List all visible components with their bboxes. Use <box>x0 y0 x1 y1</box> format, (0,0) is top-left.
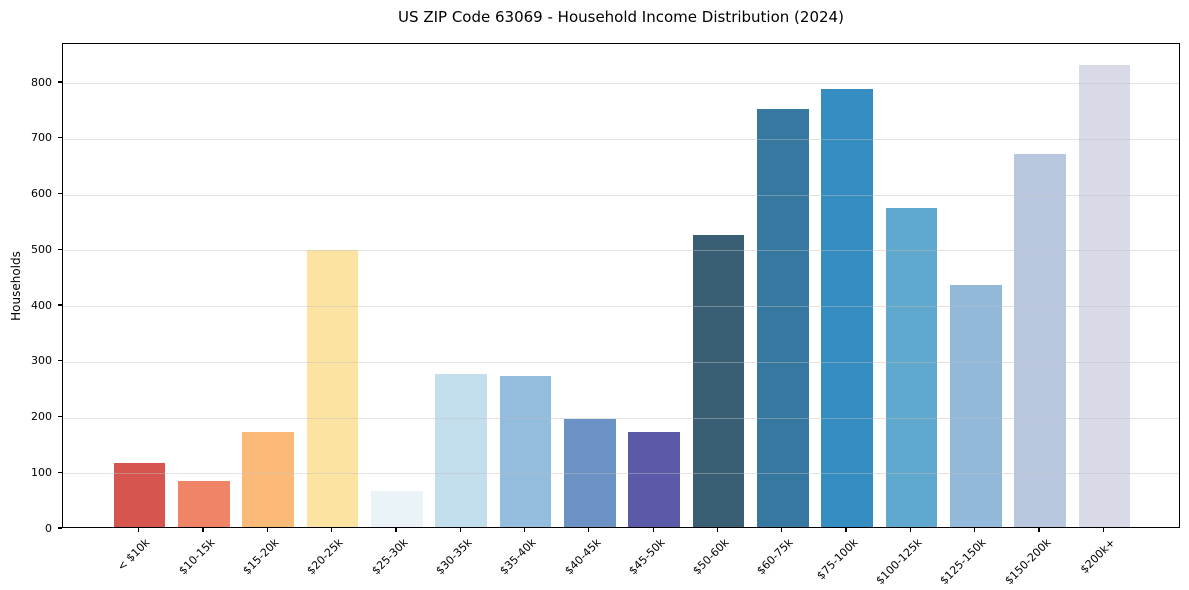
x-tick-mark <box>459 528 461 532</box>
x-tick-label: $40-45k <box>561 536 604 578</box>
y-tick-label: 600 <box>31 187 52 201</box>
y-axis: 0 100 200 300 400 500 600 700 800 <box>0 43 62 535</box>
x-tick-label: $60-75k <box>754 536 797 578</box>
y-tick-label: 700 <box>31 131 52 145</box>
x-tick-mark <box>781 528 783 532</box>
x-tick-mark <box>845 528 847 532</box>
bar <box>628 432 680 527</box>
x-tick-label: $200k+ <box>1077 536 1118 577</box>
y-tick-label: 200 <box>31 410 52 423</box>
x-tick-label: $50-60k <box>690 536 732 578</box>
y-tick-mark <box>58 137 62 139</box>
bar <box>435 374 487 527</box>
bar <box>1078 65 1131 527</box>
x-tick-mark <box>974 528 976 532</box>
y-tick-label: 100 <box>31 465 52 479</box>
bar <box>692 234 745 527</box>
y-tick-label: 500 <box>31 242 52 256</box>
bar <box>821 88 873 527</box>
bar <box>113 462 166 527</box>
x-tick-label: $75-100k <box>814 536 861 583</box>
x-tick-mark <box>1038 528 1040 532</box>
x-tick-label: $125-150k <box>937 536 990 588</box>
x-tick-label: $15-20k <box>240 536 282 578</box>
y-tick-mark <box>58 81 62 83</box>
chart-title: US ZIP Code 63069 - Household Income Dis… <box>398 8 844 26</box>
bar <box>306 249 359 527</box>
x-tick-label: $10-15k <box>175 536 218 578</box>
x-tick-mark <box>523 528 526 532</box>
x-tick-mark <box>716 528 719 532</box>
bar <box>499 376 552 527</box>
bar <box>371 490 423 527</box>
x-axis: < $10k $10-15k $15-20k $20-25k $25-30k $30-35… <box>62 528 1180 590</box>
x-tick-label: $25-30k <box>368 536 411 578</box>
bar <box>757 108 809 527</box>
y-tick-label: 300 <box>31 354 52 368</box>
y-tick-mark <box>58 471 62 473</box>
bar <box>1014 153 1066 527</box>
x-tick-label: < $10k <box>115 536 153 574</box>
y-tick-label: 0 <box>45 521 52 535</box>
x-tick-mark <box>137 528 140 532</box>
plot-area <box>62 43 1180 528</box>
bar <box>242 432 294 527</box>
x-tick-mark <box>1102 528 1105 532</box>
x-tick-mark <box>652 528 654 532</box>
y-tick-label: 800 <box>31 75 52 89</box>
y-tick-mark <box>58 192 62 195</box>
x-tick-label: $100-125k <box>873 536 925 588</box>
bar <box>178 481 230 527</box>
y-tick-mark <box>58 360 62 362</box>
y-tick-label: 400 <box>31 298 52 312</box>
x-tick-label: $20-25k <box>304 536 346 578</box>
y-tick-mark <box>58 415 62 418</box>
bar <box>564 418 616 527</box>
x-tick-label: $35-40k <box>497 536 539 578</box>
x-tick-mark <box>266 528 268 532</box>
bars-layer <box>63 44 1179 527</box>
y-tick-mark <box>58 527 62 529</box>
x-tick-mark <box>330 528 333 532</box>
x-tick-mark <box>395 528 397 532</box>
y-tick-mark <box>58 304 62 306</box>
x-tick-label: $150-200k <box>1002 536 1054 588</box>
x-tick-mark <box>202 528 204 532</box>
x-tick-mark <box>909 528 912 532</box>
x-tick-mark <box>588 528 590 532</box>
x-tick-label: $45-50k <box>626 536 668 578</box>
y-tick-mark <box>58 248 62 250</box>
x-tick-label: $30-35k <box>433 536 475 578</box>
bar <box>950 285 1002 527</box>
bar <box>885 208 938 527</box>
